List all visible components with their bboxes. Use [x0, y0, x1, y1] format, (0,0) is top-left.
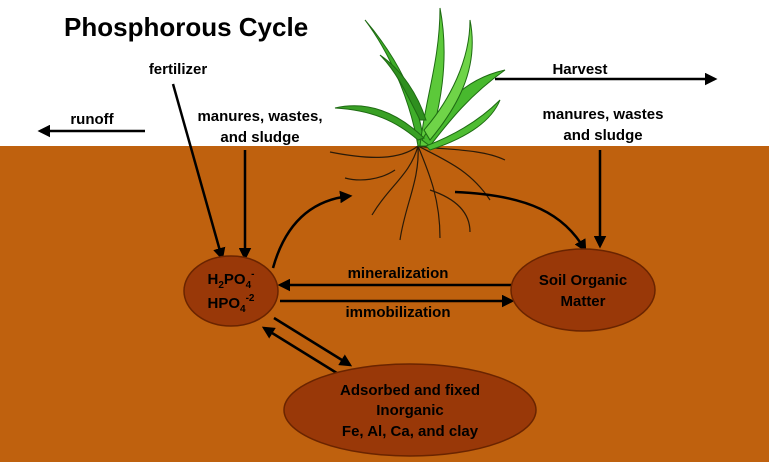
phosphate-label: H2PO4- [208, 269, 255, 291]
inorganic-node [283, 363, 537, 457]
subscript: 4 [240, 304, 246, 315]
title: Phosphorous Cycle [64, 12, 308, 42]
organic-matter-label: Soil Organic [539, 272, 627, 289]
organic-matter-label: Matter [560, 293, 605, 310]
phosphate-label: HPO4-2 [208, 293, 255, 315]
phosphate-node [183, 255, 279, 327]
roots [329, 145, 506, 241]
subscript: 4 [246, 280, 252, 291]
text-part: HPO [208, 295, 241, 312]
release-arrow [261, 326, 341, 377]
inorganic-label: Fe, Al, Ca, and clay [342, 423, 479, 440]
manures-label: and sludge [220, 129, 299, 146]
fixation-arrow [273, 316, 353, 367]
superscript: - [251, 269, 254, 280]
organic-matter-node [510, 248, 656, 332]
inorganic-label: Inorganic [376, 402, 444, 419]
residue-arrow [454, 190, 587, 253]
manures-label: manures, wastes [543, 106, 664, 123]
text-part: PO [224, 271, 246, 288]
fertilizer-arrow [171, 83, 226, 261]
superscript: -2 [246, 293, 255, 304]
text-part: H [208, 271, 219, 288]
mineralization-label: mineralization [348, 265, 449, 282]
plant [334, 7, 506, 151]
runoff-label: runoff [70, 111, 114, 128]
inorganic-label: Adsorbed and fixed [340, 382, 480, 399]
manures-label: manures, wastes, [197, 108, 322, 125]
immobilization-label: immobilization [346, 304, 451, 321]
harvest-label: Harvest [552, 61, 607, 78]
subscript: 2 [218, 280, 224, 291]
fertilizer-label: fertilizer [149, 61, 208, 78]
uptake-arrow [271, 190, 353, 269]
manures-label: and sludge [563, 127, 642, 144]
